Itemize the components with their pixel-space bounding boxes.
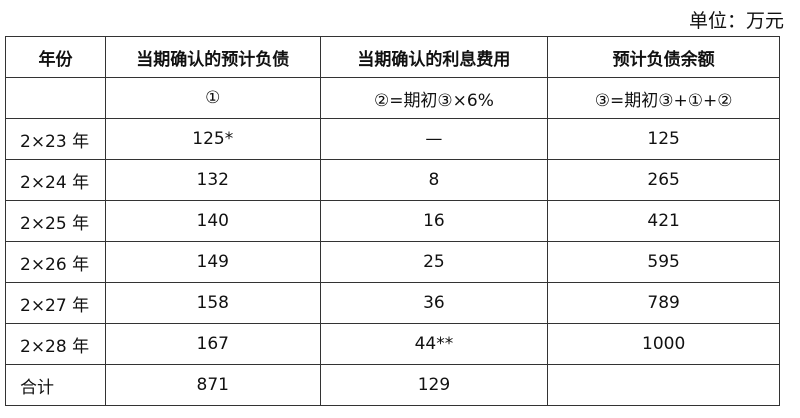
cell: 789 xyxy=(547,282,780,324)
cell: ① xyxy=(104,77,321,119)
cell: — xyxy=(319,118,549,160)
cell: 125* xyxy=(104,118,321,160)
header-year: 年份 xyxy=(5,36,106,78)
cell: 265 xyxy=(547,159,780,201)
unit-label: 单位：万元 xyxy=(688,10,784,32)
cell: 36 xyxy=(319,282,549,324)
cell: 2×23 年 xyxy=(5,118,106,160)
liability-table: 年份 当期确认的预计负债 当期确认的利息费用 预计负债余额 ① ②=期初③×6%… xyxy=(5,36,780,406)
cell: 25 xyxy=(319,241,549,283)
header-liability: 当期确认的预计负债 xyxy=(104,36,321,78)
table-row: 2×28 年 167 44** 1000 xyxy=(5,323,780,365)
formula-row: ① ②=期初③×6% ③=期初③+①+② xyxy=(5,77,780,119)
cell: 2×25 年 xyxy=(5,200,106,242)
cell: 2×27 年 xyxy=(5,282,106,324)
cell: 871 xyxy=(104,364,321,406)
cell: 16 xyxy=(319,200,549,242)
table-row: 2×26 年 149 25 595 xyxy=(5,241,780,283)
cell: 167 xyxy=(104,323,321,365)
cell: 140 xyxy=(104,200,321,242)
header-balance: 预计负债余额 xyxy=(547,36,780,78)
header-row: 年份 当期确认的预计负债 当期确认的利息费用 预计负债余额 xyxy=(5,36,780,78)
table-row: 2×24 年 132 8 265 xyxy=(5,159,780,201)
cell: ③=期初③+①+② xyxy=(547,77,780,119)
cell: 2×24 年 xyxy=(5,159,106,201)
cell: 158 xyxy=(104,282,321,324)
cell: 1000 xyxy=(547,323,780,365)
total-row: 合计 871 129 xyxy=(5,364,780,406)
cell: 595 xyxy=(547,241,780,283)
cell: ②=期初③×6% xyxy=(319,77,549,119)
cell: 8 xyxy=(319,159,549,201)
header-interest: 当期确认的利息费用 xyxy=(319,36,549,78)
cell: 44** xyxy=(319,323,549,365)
cell xyxy=(547,364,780,406)
cell: 421 xyxy=(547,200,780,242)
cell: 132 xyxy=(104,159,321,201)
table-row: 2×25 年 140 16 421 xyxy=(5,200,780,242)
cell: 129 xyxy=(319,364,549,406)
cell: 合计 xyxy=(5,364,106,406)
cell: 125 xyxy=(547,118,780,160)
cell: 2×26 年 xyxy=(5,241,106,283)
cell: 2×28 年 xyxy=(5,323,106,365)
table-row: 2×23 年 125* —125 xyxy=(5,118,780,160)
cell xyxy=(5,77,106,119)
table-row: 2×27 年 158 36 789 xyxy=(5,282,780,324)
cell: 149 xyxy=(104,241,321,283)
